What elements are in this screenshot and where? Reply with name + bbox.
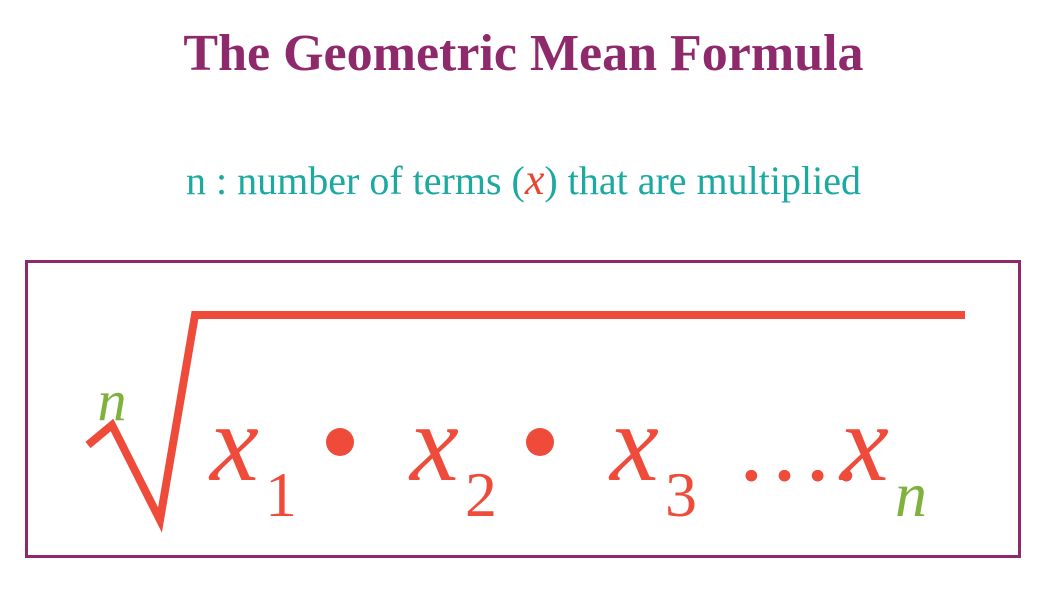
- term-2-var: x: [408, 382, 459, 504]
- term-n-var: x: [838, 382, 889, 504]
- formula: n x 1 x 2 x 3 …. x n: [0, 0, 1047, 600]
- dot-operator-icon: [526, 428, 554, 456]
- page: The Geometric Mean Formula n : number of…: [0, 0, 1047, 600]
- root-index: n: [98, 368, 127, 433]
- term-3-sub: 3: [665, 459, 697, 530]
- term-3-var: x: [608, 382, 659, 504]
- term-2-sub: 2: [465, 459, 497, 530]
- term-n-sub: n: [895, 459, 927, 530]
- dot-operator-icon: [326, 428, 354, 456]
- term-1-var: x: [208, 382, 259, 504]
- term-1-sub: 1: [265, 459, 297, 530]
